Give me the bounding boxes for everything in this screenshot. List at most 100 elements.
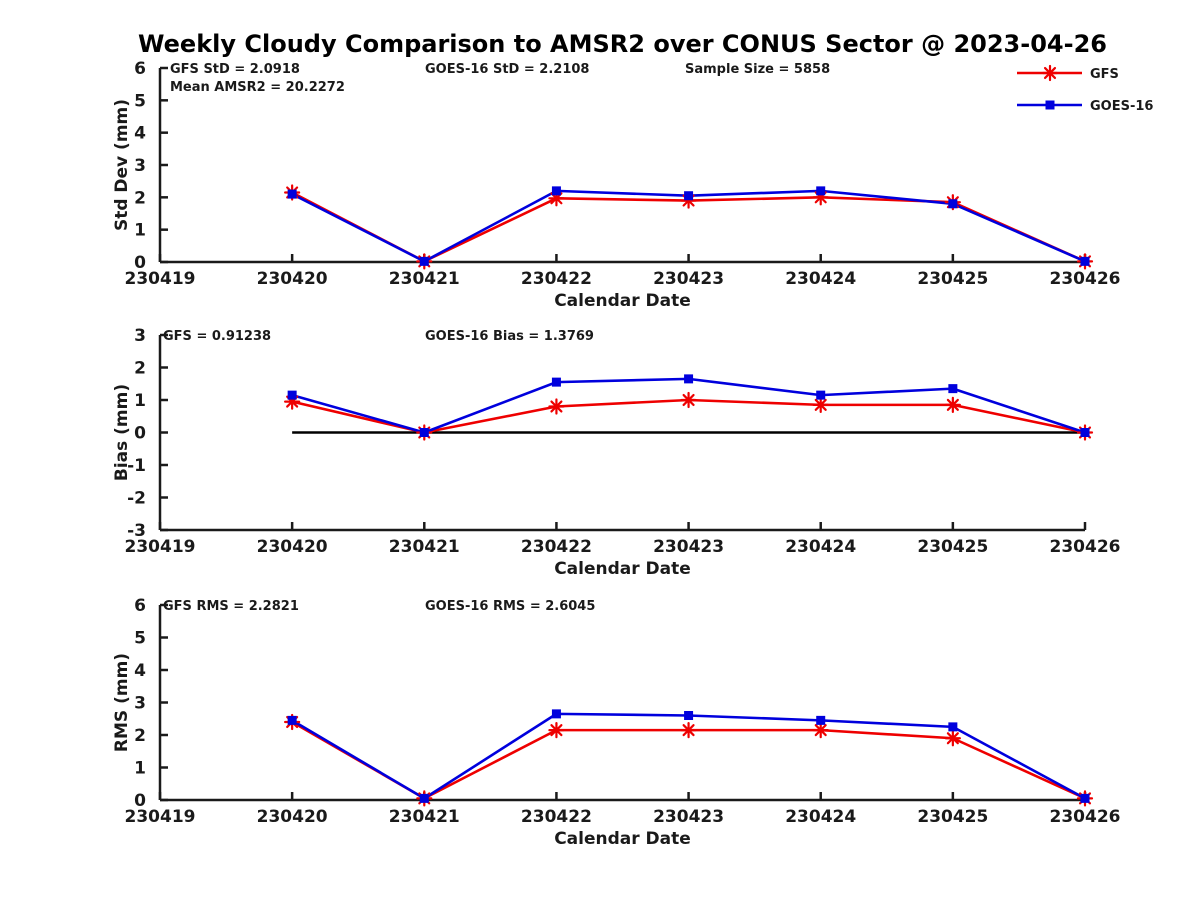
legend-label: GOES-16 — [1090, 99, 1153, 114]
x-tick-label: 230422 — [521, 269, 592, 289]
y-tick-label: 5 — [134, 629, 146, 649]
y-tick-label: 6 — [134, 59, 146, 79]
y-tick-label: 1 — [134, 391, 146, 411]
legend-label: GFS — [1090, 67, 1119, 82]
plot-std-dev: 0 1 2 3 4 5 6 230419 230420 230421 230422 230423 230… — [112, 59, 1120, 311]
y-tick-label: 3 — [134, 694, 146, 714]
x-tick-label: 230419 — [125, 537, 196, 557]
x-tick-label: 230421 — [389, 807, 460, 827]
y-tick-label: -1 — [127, 456, 146, 476]
x-tick-label: 230423 — [653, 269, 724, 289]
figure-title: Weekly Cloudy Comparison to AMSR2 over C… — [138, 30, 1107, 58]
annotation: GFS = 0.91238 — [163, 329, 271, 344]
y-tick-label: 4 — [134, 661, 146, 681]
x-tick-label: 230424 — [785, 807, 856, 827]
y-tick-label: 2 — [134, 726, 146, 746]
marker-spoke — [1043, 66, 1057, 80]
y-axis-label: Std Dev (mm) — [112, 99, 132, 231]
x-tick-label: 230425 — [917, 807, 988, 827]
marker-spoke — [550, 400, 563, 413]
plot-bias: -3 -2 -1 0 1 2 3 230419 230420 230421 230422 230423… — [112, 326, 1120, 579]
gfs-marker — [944, 396, 961, 413]
gfs-marker — [812, 396, 829, 413]
x-tick-label: 230420 — [257, 537, 328, 557]
marker-spoke — [946, 398, 959, 411]
marker-spoke — [550, 724, 563, 737]
marker-spoke — [682, 393, 695, 407]
goes16-marker — [816, 715, 826, 725]
x-tick-label: 230424 — [785, 269, 856, 289]
marker-spoke — [814, 398, 827, 411]
y-tick-label: -2 — [127, 489, 146, 509]
goes16-marker — [1080, 428, 1090, 437]
goes16-marker — [419, 256, 429, 266]
x-axis-label: Calendar Date — [554, 291, 691, 311]
goes16-marker — [948, 199, 958, 209]
goes16-marker — [287, 390, 297, 400]
x-tick-label: 230422 — [521, 537, 592, 557]
x-tick-label: 230420 — [257, 807, 328, 827]
x-tick-label: 230426 — [1050, 269, 1121, 289]
goes16-marker — [1080, 793, 1090, 803]
annotation: Sample Size = 5858 — [685, 62, 830, 77]
x-tick-label: 230419 — [125, 269, 196, 289]
y-tick-label: 1 — [134, 759, 146, 779]
y-tick-label: 6 — [134, 596, 146, 616]
x-tick-label: 230419 — [125, 807, 196, 827]
gfs-marker — [680, 722, 697, 739]
goes16-marker — [948, 722, 958, 732]
annotation: Mean AMSR2 = 20.2272 — [170, 80, 345, 95]
x-tick-label: 230421 — [389, 537, 460, 557]
goes16-marker — [684, 191, 694, 201]
y-tick-label: 3 — [134, 326, 146, 346]
gfs-marker — [944, 730, 961, 747]
legend: GFS GOES-16 — [1017, 64, 1153, 114]
y-axis-label: Bias (mm) — [112, 384, 132, 481]
x-axis-label: Calendar Date — [554, 559, 691, 579]
goes16-marker — [684, 711, 694, 720]
y-tick-label: 0 — [134, 253, 146, 273]
x-tick-label: 230422 — [521, 807, 592, 827]
annotation: GFS RMS = 2.2821 — [163, 599, 299, 614]
x-tick-label: 230426 — [1050, 537, 1121, 557]
goes16-marker — [551, 377, 561, 387]
gfs-marker — [548, 398, 565, 415]
legend-gfs-marker — [1041, 64, 1059, 82]
x-tick-label: 230426 — [1050, 807, 1121, 827]
x-tick-label: 230423 — [653, 807, 724, 827]
goes16-marker — [816, 390, 826, 400]
legend-goes16-marker — [1045, 100, 1055, 110]
gfs-marker — [680, 391, 697, 409]
annotation: GOES-16 Bias = 1.3769 — [425, 329, 594, 344]
gfs-marker — [812, 722, 829, 739]
y-tick-label: 3 — [134, 156, 146, 176]
marker-spoke — [946, 732, 959, 745]
goes16-marker — [551, 709, 561, 719]
y-tick-label: 5 — [134, 91, 146, 111]
annotation: GOES-16 StD = 2.2108 — [425, 62, 589, 77]
marker-spoke — [814, 724, 827, 737]
y-tick-label: 1 — [134, 221, 146, 241]
goes16-marker — [684, 374, 694, 384]
plot-rms: 0 1 2 3 4 5 6 230419 230420 230421 230422 230423 230… — [112, 596, 1120, 849]
goes16-marker — [419, 793, 429, 803]
y-tick-label: 2 — [134, 188, 146, 208]
goes16-marker — [287, 715, 297, 725]
x-tick-label: 230424 — [785, 537, 856, 557]
y-axis-label: RMS (mm) — [112, 653, 132, 752]
goes16-marker — [948, 384, 958, 394]
y-tick-label: 0 — [134, 424, 146, 444]
goes16-marker — [1080, 256, 1090, 266]
annotation: GOES-16 RMS = 2.6045 — [425, 599, 595, 614]
x-tick-label: 230425 — [917, 537, 988, 557]
goes16-marker — [419, 428, 429, 437]
gfs-marker — [548, 722, 565, 739]
x-axis-label: Calendar Date — [554, 829, 691, 849]
x-tick-label: 230425 — [917, 269, 988, 289]
y-tick-label: 2 — [134, 359, 146, 379]
goes16-marker — [551, 186, 561, 196]
x-tick-label: 230421 — [389, 269, 460, 289]
marker-spoke — [682, 724, 695, 737]
x-tick-label: 230420 — [257, 269, 328, 289]
